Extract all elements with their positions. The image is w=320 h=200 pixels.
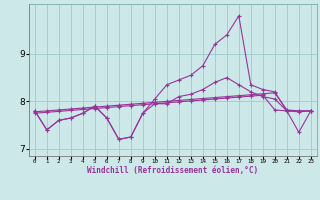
X-axis label: Windchill (Refroidissement éolien,°C): Windchill (Refroidissement éolien,°C) — [87, 166, 258, 175]
